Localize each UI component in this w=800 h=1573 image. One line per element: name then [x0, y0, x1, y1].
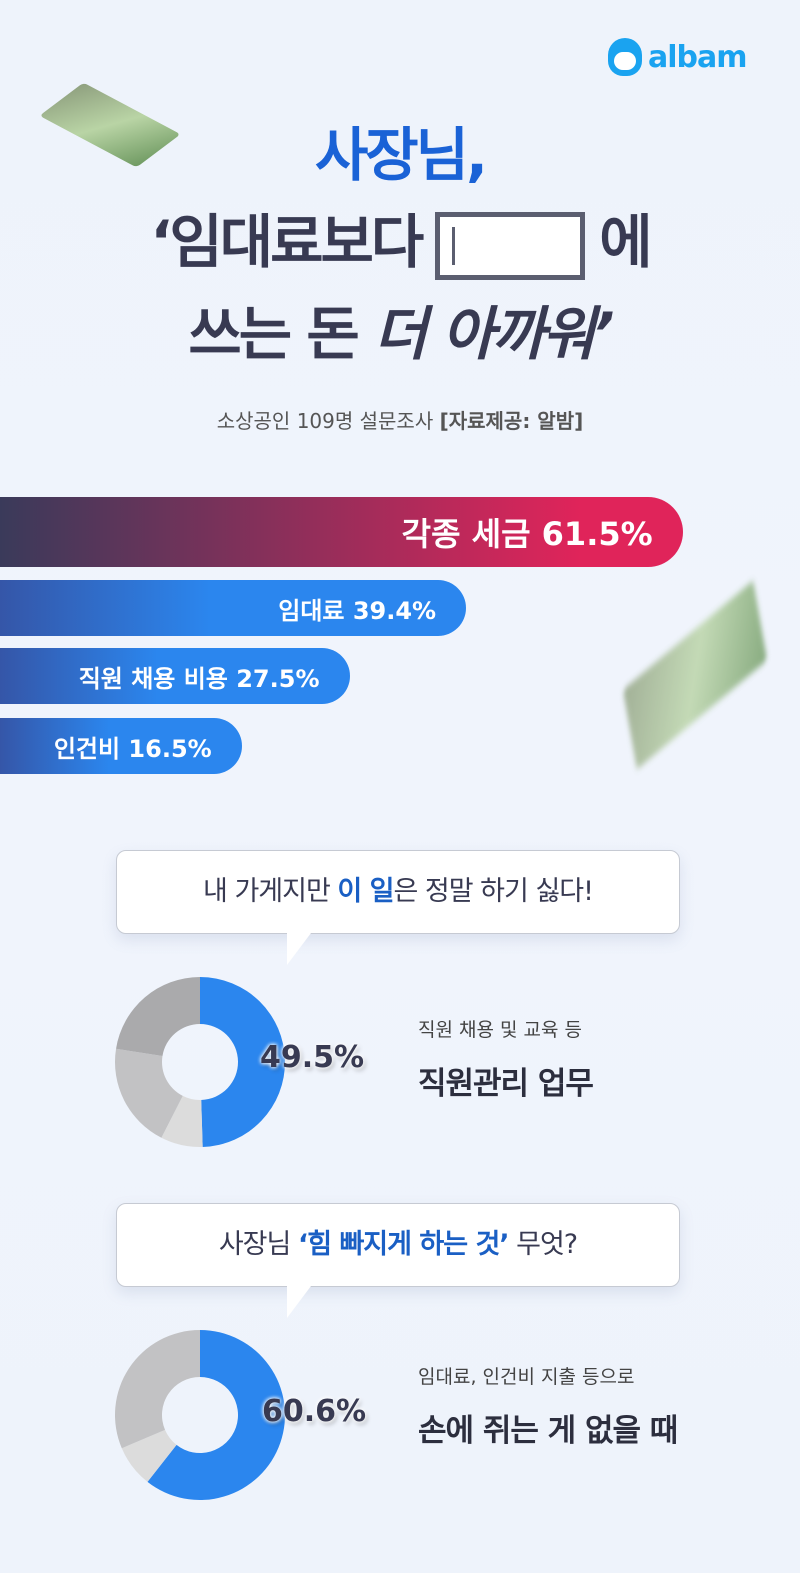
title-text: ‘임대료보다 — [150, 208, 424, 276]
question-text: 사장님 — [218, 1229, 298, 1260]
logo-text: albam — [648, 39, 748, 75]
question-highlight: 이 일 — [337, 876, 394, 907]
question-text: 무엇? — [508, 1229, 578, 1260]
title-line-1: 사장님, — [314, 121, 488, 189]
question-bubble-1: 내 가게지만 이 일은 정말 하기 싫다! — [116, 850, 680, 965]
question-text: 은 정말 하기 싫다! — [393, 876, 594, 907]
donut-slice-3 — [115, 1330, 200, 1449]
bar-label: 각종 세금 61.5% — [401, 515, 653, 553]
answer-1-big: 직원관리 업무 — [418, 1066, 594, 1102]
answer-2-big: 손에 쥐는 게 없을 때 — [418, 1413, 678, 1449]
donut-chart-1 — [115, 977, 285, 1147]
bar-label: 인건비 16.5% — [53, 734, 212, 763]
donut-slice-2 — [161, 1095, 203, 1147]
question-highlight: ‘힘 빠지게 하는 것’ — [297, 1229, 510, 1260]
title-line-3: 쓰는 돈 더 아까워’ — [0, 287, 800, 371]
bubble-tail — [287, 933, 311, 965]
bubble-tail — [287, 1286, 311, 1318]
donut-slice-1 — [147, 1330, 285, 1500]
bar-2: 임대료 39.4% — [0, 580, 467, 636]
donut-slice-3 — [115, 1048, 183, 1138]
survey-text: 소상공인 109명 설문조사 — [216, 409, 434, 433]
bar-1: 각종 세금 61.5% — [0, 497, 683, 567]
donut-1-value: 49.5% — [260, 1040, 365, 1075]
question-bubble-2: 사장님 ‘힘 빠지게 하는 것’ 무엇? — [116, 1203, 680, 1318]
bar-label: 임대료 39.4% — [278, 596, 437, 625]
banknote-image — [622, 580, 768, 770]
bar-4: 인건비 16.5% — [0, 718, 242, 774]
donut-slice-1 — [200, 977, 285, 1147]
bar-3: 직원 채용 비용 27.5% — [0, 648, 350, 704]
donut-2-value: 60.6% — [262, 1394, 367, 1429]
question-text: 내 가게지만 — [203, 876, 338, 907]
albam-logo: albam — [608, 38, 748, 76]
blank-box — [435, 211, 586, 280]
donut-chart-2 — [115, 1330, 285, 1500]
answer-2-small: 임대료, 인건비 지출 등으로 — [418, 1366, 635, 1388]
title-emphasis: 더 아까워’ — [373, 300, 615, 368]
title-text: 쓰는 돈 — [188, 300, 359, 368]
title-line-2: ‘임대료보다 에 — [0, 195, 800, 280]
bar-label: 직원 채용 비용 27.5% — [78, 664, 320, 693]
subtitle: 소상공인 109명 설문조사 [자료제공: 알밤] — [0, 405, 800, 434]
albam-face-icon — [608, 38, 642, 76]
donut-slice-4 — [116, 977, 200, 1057]
answer-1-small: 직원 채용 및 교육 등 — [418, 1019, 582, 1041]
title-text: 에 — [599, 208, 652, 276]
donut-slice-2 — [121, 1429, 177, 1482]
source-text: [자료제공: 알밤] — [439, 409, 584, 433]
